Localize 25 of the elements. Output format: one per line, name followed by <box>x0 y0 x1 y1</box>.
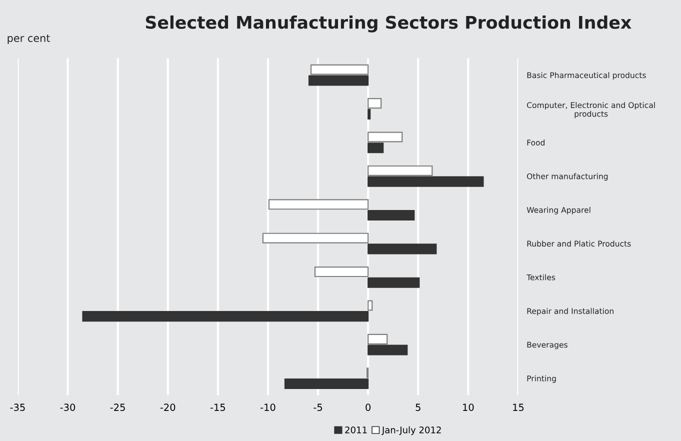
x-tick-label: 0 <box>366 404 371 411</box>
bar <box>368 142 384 154</box>
bar <box>82 311 369 322</box>
bar <box>284 378 369 389</box>
x-tick-label: -20 <box>160 404 176 411</box>
chart-title: Selected Manufacturing Sectors Production Index <box>146 15 632 32</box>
x-axis-title: per cent <box>8 34 50 44</box>
bar <box>368 244 437 254</box>
bar <box>368 344 408 356</box>
legend-label: Jan-July 2012 <box>381 426 441 436</box>
legend-label: 2011 <box>345 426 367 434</box>
x-tick-label: -15 <box>210 404 226 411</box>
x-tick-label: -10 <box>260 404 276 411</box>
x-tick-label: -35 <box>10 404 25 411</box>
bar <box>368 277 420 288</box>
x-tick-label: -5 <box>314 404 322 411</box>
bar <box>368 210 415 221</box>
x-tick-label: -25 <box>110 404 125 411</box>
bar <box>308 75 369 86</box>
bar <box>368 176 484 187</box>
x-tick-label: 10 <box>463 404 474 411</box>
x-tick-label: 5 <box>416 404 420 411</box>
x-tick-label: 15 <box>513 404 524 411</box>
x-tick-label: -30 <box>60 404 76 411</box>
bar <box>368 108 371 120</box>
